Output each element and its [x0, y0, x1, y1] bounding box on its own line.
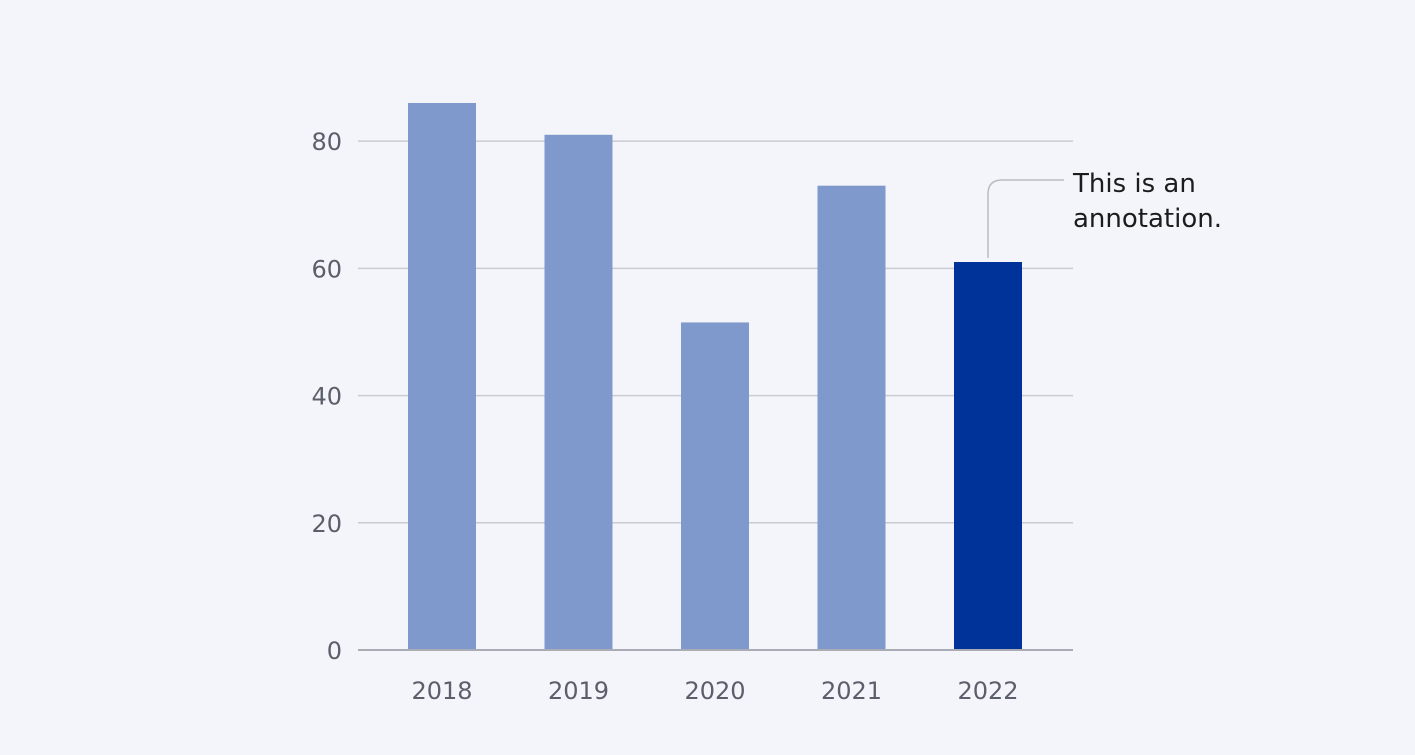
x-tick-label: 2022 — [957, 677, 1018, 705]
x-tick-label: 2020 — [684, 677, 745, 705]
x-tick-label: 2021 — [821, 677, 882, 705]
bar-2019 — [544, 134, 613, 651]
annotation-leader-line — [987, 179, 1064, 259]
bar-2018 — [408, 103, 476, 650]
y-tick-label: 0 — [327, 637, 342, 665]
annotation-text: This is an — [1072, 169, 1196, 199]
y-tick-label: 80 — [311, 128, 342, 156]
y-tick-label: 40 — [311, 383, 342, 411]
x-tick-label: 2019 — [548, 677, 609, 705]
bar-2022 — [954, 262, 1022, 650]
annotation: This is an annotation. — [987, 169, 1222, 259]
bars — [408, 103, 1022, 651]
bar-2021 — [817, 185, 886, 651]
x-tick-label: 2018 — [411, 677, 472, 705]
y-tick-label: 60 — [311, 255, 342, 283]
y-axis-ticks: 0 20 40 60 80 — [311, 128, 342, 665]
bar-2020 — [681, 322, 749, 650]
annotation-text: annotation. — [1073, 204, 1222, 234]
y-tick-label: 20 — [311, 510, 342, 538]
x-axis-ticks: 2018 2019 2020 2021 2022 — [411, 677, 1018, 705]
